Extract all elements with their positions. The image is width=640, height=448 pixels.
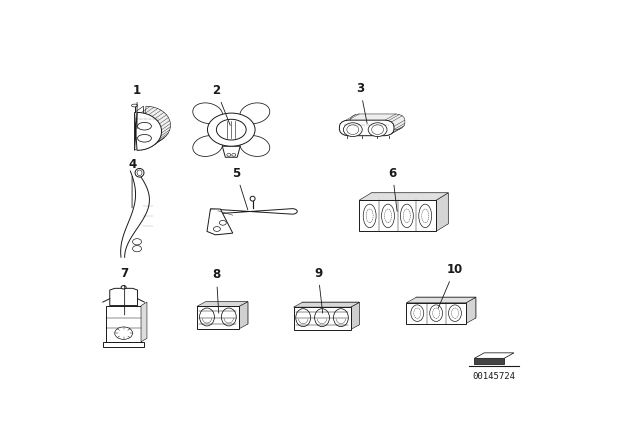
Polygon shape <box>197 302 248 306</box>
Circle shape <box>213 227 220 232</box>
Circle shape <box>132 246 141 252</box>
Polygon shape <box>303 302 360 325</box>
Ellipse shape <box>240 103 270 124</box>
Ellipse shape <box>193 136 223 156</box>
Polygon shape <box>134 112 161 151</box>
Polygon shape <box>339 120 394 136</box>
Polygon shape <box>103 342 145 347</box>
Ellipse shape <box>401 204 413 228</box>
Polygon shape <box>474 353 514 358</box>
Polygon shape <box>466 297 476 323</box>
Ellipse shape <box>200 308 214 326</box>
Polygon shape <box>351 302 360 330</box>
Polygon shape <box>205 302 248 324</box>
Ellipse shape <box>132 104 138 107</box>
Polygon shape <box>211 209 297 214</box>
Ellipse shape <box>121 285 126 289</box>
Ellipse shape <box>333 309 348 327</box>
Polygon shape <box>106 306 141 342</box>
Polygon shape <box>294 302 360 307</box>
Polygon shape <box>350 114 405 129</box>
Polygon shape <box>294 307 351 330</box>
Ellipse shape <box>296 309 310 327</box>
Ellipse shape <box>315 309 330 327</box>
Ellipse shape <box>138 134 152 142</box>
Polygon shape <box>359 200 436 232</box>
Text: 00145724: 00145724 <box>473 372 516 381</box>
Polygon shape <box>110 289 138 306</box>
Polygon shape <box>197 306 239 329</box>
Polygon shape <box>143 106 170 144</box>
Text: 8: 8 <box>212 268 221 313</box>
Ellipse shape <box>429 305 443 322</box>
Ellipse shape <box>381 204 394 228</box>
Ellipse shape <box>250 196 255 201</box>
Polygon shape <box>436 193 448 232</box>
Ellipse shape <box>368 123 387 137</box>
Circle shape <box>115 327 132 340</box>
Polygon shape <box>359 193 448 200</box>
Polygon shape <box>371 193 448 224</box>
Text: 5: 5 <box>232 167 248 210</box>
Circle shape <box>220 220 227 225</box>
Ellipse shape <box>240 136 270 156</box>
Text: 1: 1 <box>133 84 141 129</box>
Ellipse shape <box>221 308 236 326</box>
Circle shape <box>207 113 255 146</box>
Ellipse shape <box>411 305 424 322</box>
Polygon shape <box>141 302 147 342</box>
Text: 3: 3 <box>356 82 367 124</box>
Ellipse shape <box>193 103 223 124</box>
Ellipse shape <box>449 305 461 322</box>
Circle shape <box>132 239 141 245</box>
Ellipse shape <box>364 204 376 228</box>
Circle shape <box>216 119 246 140</box>
Polygon shape <box>207 209 233 235</box>
Text: 2: 2 <box>212 84 230 125</box>
Ellipse shape <box>135 168 144 177</box>
Polygon shape <box>416 297 476 318</box>
Ellipse shape <box>138 122 152 130</box>
Text: 9: 9 <box>314 267 323 313</box>
Text: 7: 7 <box>120 267 129 315</box>
Polygon shape <box>406 297 476 303</box>
Text: 10: 10 <box>438 263 463 308</box>
Polygon shape <box>474 358 504 364</box>
Text: 6: 6 <box>388 167 397 211</box>
Polygon shape <box>406 303 466 323</box>
Ellipse shape <box>419 204 431 228</box>
Ellipse shape <box>344 123 362 137</box>
Polygon shape <box>239 302 248 329</box>
Polygon shape <box>222 146 240 157</box>
Text: 4: 4 <box>128 158 136 208</box>
